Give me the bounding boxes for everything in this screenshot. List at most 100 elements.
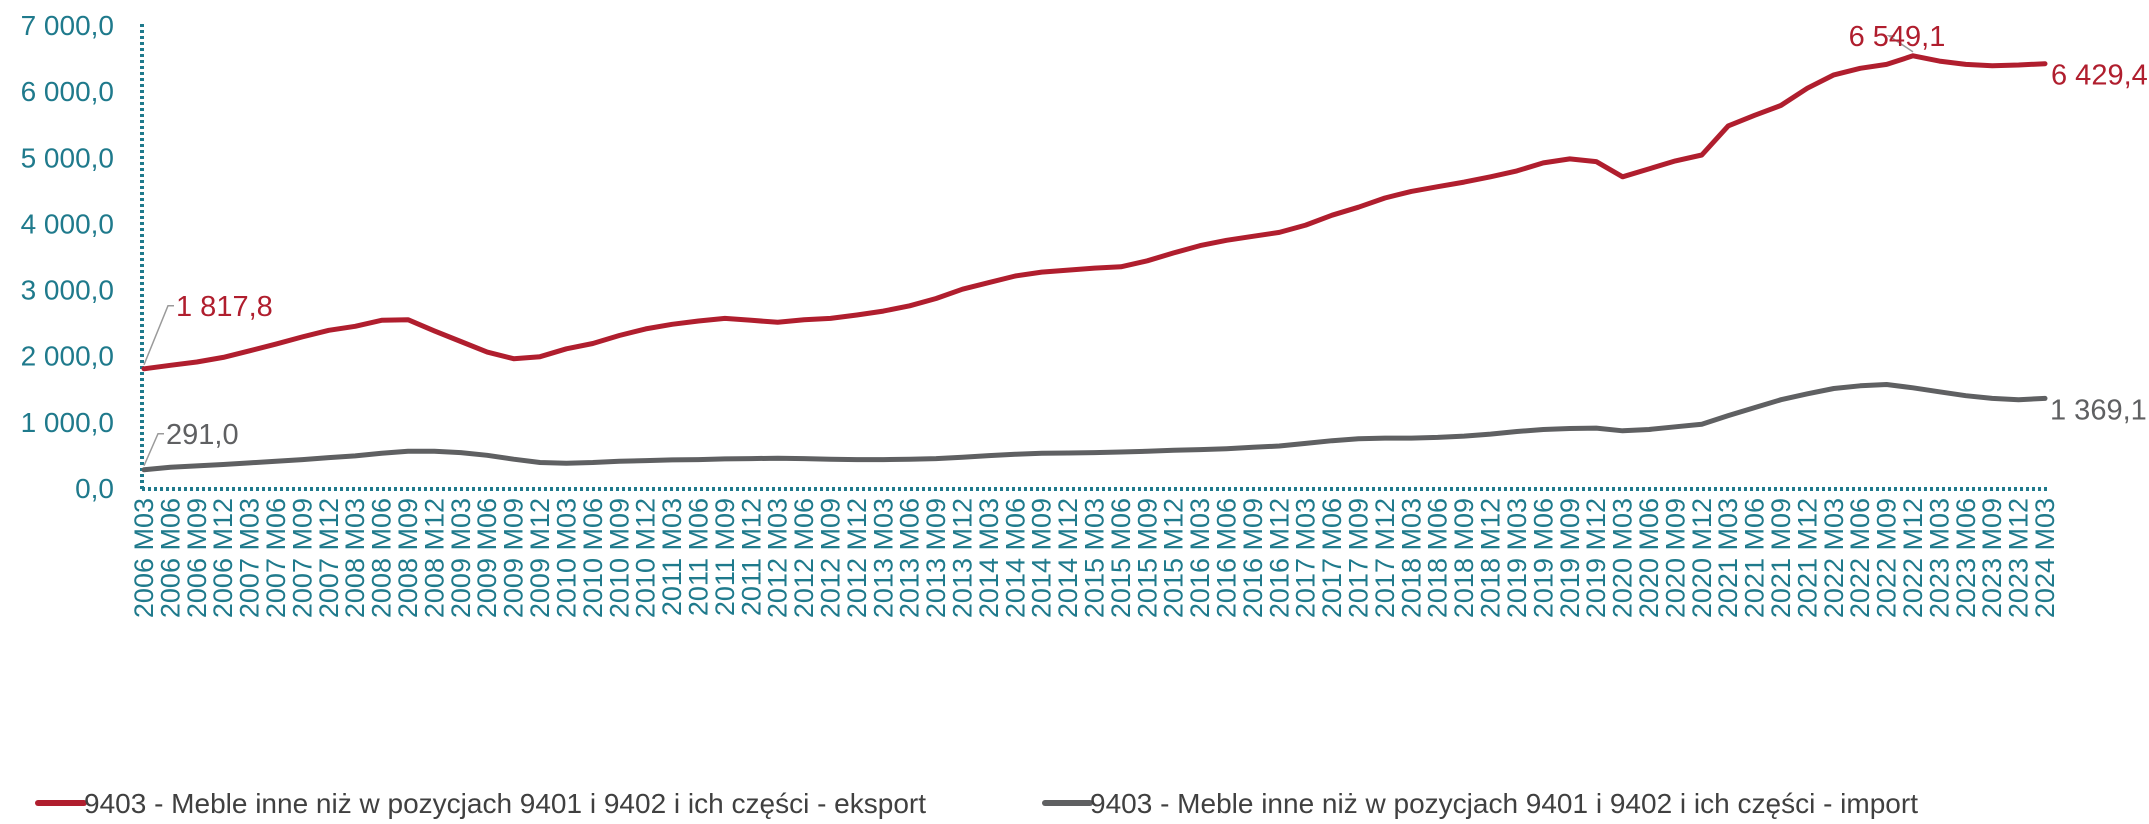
data-label-export: 6 549,1 — [1849, 21, 1946, 53]
x-tick-label: 2006 M03 — [129, 498, 159, 618]
x-tick-label: 2014 M12 — [1053, 498, 1083, 618]
y-tick-label: 5 000,0 — [21, 142, 114, 173]
x-tick-label: 2023 M03 — [1924, 498, 1954, 618]
data-label-export: 1 817,8 — [176, 291, 273, 323]
x-tick-label: 2010 M06 — [578, 498, 608, 618]
x-tick-label: 2021 M12 — [1792, 498, 1822, 618]
x-tick-label: 2012 M12 — [842, 498, 872, 618]
data-label-leader — [143, 305, 174, 366]
x-tick-label: 2013 M12 — [947, 498, 977, 618]
x-tick-label: 2023 M12 — [2004, 498, 2034, 618]
legend: 9403 - Meble inne niż w pozycjach 9401 i… — [35, 788, 1918, 819]
data-label-leader — [143, 433, 164, 467]
x-tick-label: 2021 M09 — [1766, 498, 1796, 618]
data-label-export: 6 429,4 — [2051, 60, 2148, 92]
x-tick-label: 2020 M03 — [1608, 498, 1638, 618]
x-tick-label: 2013 M03 — [868, 498, 898, 618]
x-tick-label: 2021 M03 — [1713, 498, 1743, 618]
x-tick-label: 2016 M06 — [1212, 498, 1242, 618]
y-tick-label: 1 000,0 — [21, 407, 114, 438]
x-tick-label: 2012 M06 — [789, 498, 819, 618]
x-tick-label: 2010 M03 — [551, 498, 581, 618]
x-tick-label: 2017 M12 — [1370, 498, 1400, 618]
x-tick-label: 2018 M06 — [1423, 498, 1453, 618]
y-tick-label: 3 000,0 — [21, 275, 114, 306]
x-tick-label: 2022 M03 — [1819, 498, 1849, 618]
data-label-leader — [1886, 35, 1914, 53]
x-tick-label: 2009 M09 — [499, 498, 529, 618]
x-tick-label: 2010 M12 — [631, 498, 661, 618]
x-tick-label: 2016 M03 — [1185, 498, 1215, 618]
x-tick-label: 2022 M09 — [1872, 498, 1902, 618]
x-tick-label: 2018 M09 — [1449, 498, 1479, 618]
x-tick-label: 2014 M03 — [974, 498, 1004, 618]
x-tick-label: 2019 M12 — [1581, 498, 1611, 618]
x-tick-label: 2006 M09 — [182, 498, 212, 618]
x-tick-label: 2019 M03 — [1502, 498, 1532, 618]
x-tick-label: 2006 M06 — [155, 498, 185, 618]
x-tick-label: 2022 M12 — [1898, 498, 1928, 618]
x-tick-label: 2019 M09 — [1555, 498, 1585, 618]
x-tick-label: 2007 M06 — [261, 498, 291, 618]
x-tick-label: 2017 M06 — [1317, 498, 1347, 618]
x-tick-label: 2012 M03 — [763, 498, 793, 618]
x-tick-label: 2009 M06 — [472, 498, 502, 618]
x-tick-label: 2017 M09 — [1344, 498, 1374, 618]
y-tick-label: 6 000,0 — [21, 76, 114, 107]
y-tick-label: 7 000,0 — [21, 10, 114, 41]
legend-item-import[interactable]: 9403 - Meble inne niż w pozycjach 9401 i… — [1042, 788, 1918, 819]
x-tick-label: 2008 M06 — [367, 498, 397, 618]
x-tick-label: 2021 M06 — [1740, 498, 1770, 618]
x-tick-label: 2011 M12 — [736, 498, 766, 616]
x-tick-label: 2023 M09 — [1977, 498, 2007, 618]
y-tick-label: 0,0 — [75, 473, 114, 504]
x-tick-label: 2013 M09 — [921, 498, 951, 618]
x-tick-label: 2007 M12 — [314, 498, 344, 618]
x-tick-label: 2009 M12 — [525, 498, 555, 618]
axes — [140, 24, 2049, 491]
x-tick-label: 2015 M09 — [1132, 498, 1162, 618]
data-label-import: 1 369,1 — [2050, 394, 2147, 426]
x-tick-label: 2011 M03 — [657, 498, 687, 616]
x-tick-label: 2018 M03 — [1396, 498, 1426, 618]
x-tick-label: 2009 M03 — [446, 498, 476, 618]
legend-label-export: 9403 - Meble inne niż w pozycjach 9401 i… — [84, 788, 926, 819]
x-tick-label: 2010 M09 — [604, 498, 634, 618]
x-tick-label: 2008 M03 — [340, 498, 370, 618]
x-tick-label: 2013 M06 — [895, 498, 925, 618]
x-tick-label: 2020 M06 — [1634, 498, 1664, 618]
x-tick-label: 2007 M09 — [287, 498, 317, 618]
y-axis-tick-labels: 0,0 1 000,0 2 000,0 3 000,0 4 000,0 5 000,0 6 … — [21, 10, 114, 504]
x-tick-label: 2016 M09 — [1238, 498, 1268, 618]
x-tick-label: 2017 M03 — [1291, 498, 1321, 618]
x-tick-label: 2019 M06 — [1528, 498, 1558, 618]
x-tick-label: 2020 M09 — [1660, 498, 1690, 618]
x-tick-label: 2014 M06 — [1000, 498, 1030, 618]
legend-label-import: 9403 - Meble inne niż w pozycjach 9401 i… — [1090, 788, 1918, 819]
x-tick-label: 2014 M09 — [1027, 498, 1057, 618]
x-tick-label: 2016 M12 — [1264, 498, 1294, 618]
x-tick-label: 2007 M03 — [235, 498, 265, 618]
x-tick-label: 2006 M12 — [208, 498, 238, 618]
x-tick-label: 2011 M09 — [710, 498, 740, 616]
x-tick-label: 2020 M12 — [1687, 498, 1717, 618]
x-tick-label: 2012 M09 — [815, 498, 845, 618]
data-label-import: 291,0 — [166, 419, 239, 451]
x-tick-label: 2022 M06 — [1845, 498, 1875, 618]
legend-item-export[interactable]: 9403 - Meble inne niż w pozycjach 9401 i… — [35, 788, 926, 819]
x-tick-label: 2024 M03 — [2030, 498, 2060, 618]
x-tick-label: 2011 M06 — [683, 498, 713, 616]
series-line-import — [141, 382, 2048, 473]
x-tick-label: 2015 M03 — [1080, 498, 1110, 618]
x-tick-label: 2008 M09 — [393, 498, 423, 618]
data-labels: 1 817,8 6 549,1 6 429,4 291,0 1 369,1 — [143, 21, 2148, 467]
x-tick-label: 2008 M12 — [419, 498, 449, 618]
y-tick-label: 4 000,0 — [21, 208, 114, 239]
y-tick-label: 2 000,0 — [21, 341, 114, 372]
series-lines — [141, 53, 2048, 473]
x-tick-label: 2015 M12 — [1159, 498, 1189, 618]
x-tick-label: 2015 M06 — [1106, 498, 1136, 618]
